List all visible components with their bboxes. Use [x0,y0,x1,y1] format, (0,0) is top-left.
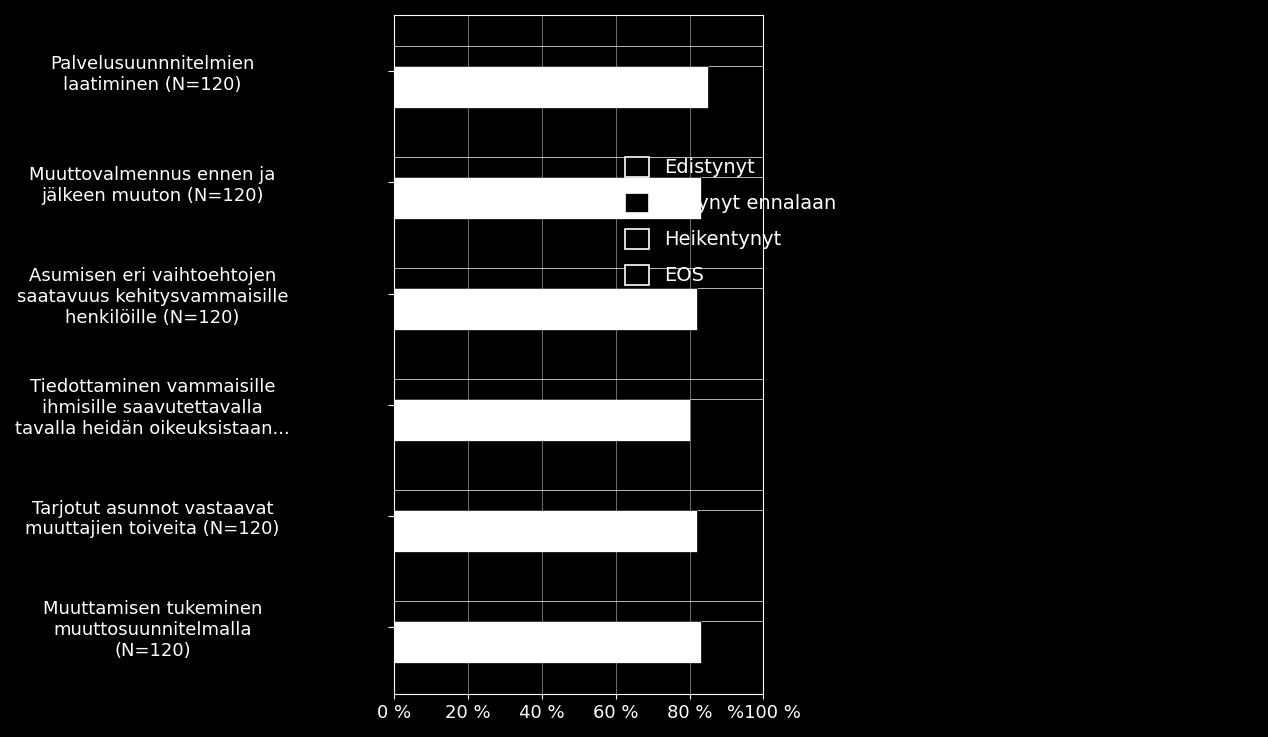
Bar [394,490,763,510]
Bar [394,66,708,108]
Legend: Edistynyt, Pysynyt ennalaan, Heikentynyt, EOS: Edistynyt, Pysynyt ennalaan, Heikentynyt… [615,147,846,296]
Bar [394,288,697,330]
Bar [394,177,701,219]
Bar [394,46,763,66]
Bar [394,157,763,177]
Bar [394,268,763,288]
Bar [394,601,763,621]
Bar [394,379,763,399]
Bar [394,510,697,552]
Bar [394,621,701,663]
Bar [394,399,690,441]
